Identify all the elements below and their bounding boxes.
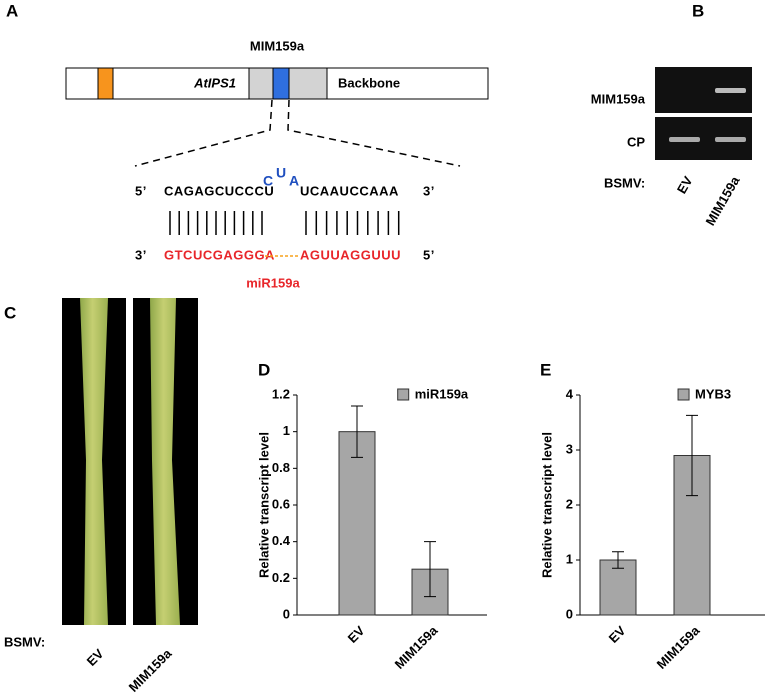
panel-letter: A [6, 1, 18, 20]
x-tick-label: EV [345, 623, 368, 646]
lane-label: MIM159a [126, 645, 175, 693]
y-tick-label: 1 [283, 423, 290, 438]
legend-label: MYB3 [695, 386, 731, 401]
mirna-seq: AGUUAGGUUU [300, 247, 401, 262]
leaf [150, 298, 180, 625]
y-tick-label: 0.4 [272, 533, 291, 548]
target-seq: UCAAUCCAAA [300, 183, 399, 198]
y-axis-label: Relative transcript level [256, 432, 271, 578]
legend-swatch [677, 388, 690, 401]
y-tick-label: 0 [283, 606, 290, 621]
seq-end: 5’ [135, 183, 147, 198]
treatment-label: BSMV: [4, 634, 45, 649]
construct-title: MIM159a [250, 38, 305, 53]
mirna-name: miR159a [246, 275, 300, 290]
x-tick-label: MIM159a [654, 622, 703, 671]
panel-letter: D [258, 360, 270, 379]
zoom-lines [134, 99, 461, 167]
gel-band [715, 137, 746, 142]
x-tick-label: EV [606, 623, 629, 646]
lane-label: EV [84, 646, 107, 669]
error-bar [424, 541, 436, 598]
bulge-base: U [276, 165, 286, 181]
gel-band [669, 137, 700, 142]
panel-letter: E [540, 360, 551, 379]
gene-label: AtIPS1 [193, 75, 236, 90]
bar [599, 559, 637, 616]
panel-letter: B [692, 1, 704, 20]
target-seq: CAGAGCUCCCU [164, 183, 274, 198]
bulge-base: C [263, 173, 273, 189]
leaf [80, 298, 108, 625]
error-bar [351, 405, 363, 458]
bar [338, 431, 376, 616]
y-tick-label: 0.8 [272, 460, 290, 475]
panel-letter: C [4, 303, 16, 322]
seq-end: 5’ [423, 247, 435, 262]
y-tick-label: 3 [566, 441, 573, 456]
construct-segment [97, 67, 114, 100]
backbone-label: Backbone [338, 75, 400, 90]
y-tick-label: 0.2 [272, 570, 290, 585]
gel-band [715, 88, 746, 93]
y-tick-label: 2 [566, 496, 573, 511]
seq-end: 3’ [135, 247, 147, 262]
y-tick-label: 1 [566, 551, 573, 566]
legend-label: miR159a [415, 386, 469, 401]
lane-label: MIM159a [702, 173, 742, 228]
gel-row-label: CP [627, 134, 645, 149]
x-tick-label: MIM159a [392, 622, 441, 671]
legend-swatch [397, 388, 410, 401]
bulge-base: A [289, 173, 299, 189]
y-tick-label: 0 [566, 606, 573, 621]
treatment-label: BSMV: [604, 175, 645, 190]
mirna-seq: GTCUCGAGGGA [164, 247, 275, 262]
y-tick-label: 0.6 [272, 496, 290, 511]
base-pairs [169, 211, 400, 235]
y-tick-label: 4 [566, 386, 574, 401]
error-bar [686, 414, 698, 497]
error-bar [612, 551, 624, 569]
construct-segment [272, 67, 290, 100]
lane-label: EV [674, 173, 696, 196]
gel-row-label: MIM159a [591, 91, 646, 106]
y-axis-label: Relative transcript level [539, 432, 554, 578]
seq-end: 3’ [423, 183, 435, 198]
y-tick-label: 1.2 [272, 386, 290, 401]
